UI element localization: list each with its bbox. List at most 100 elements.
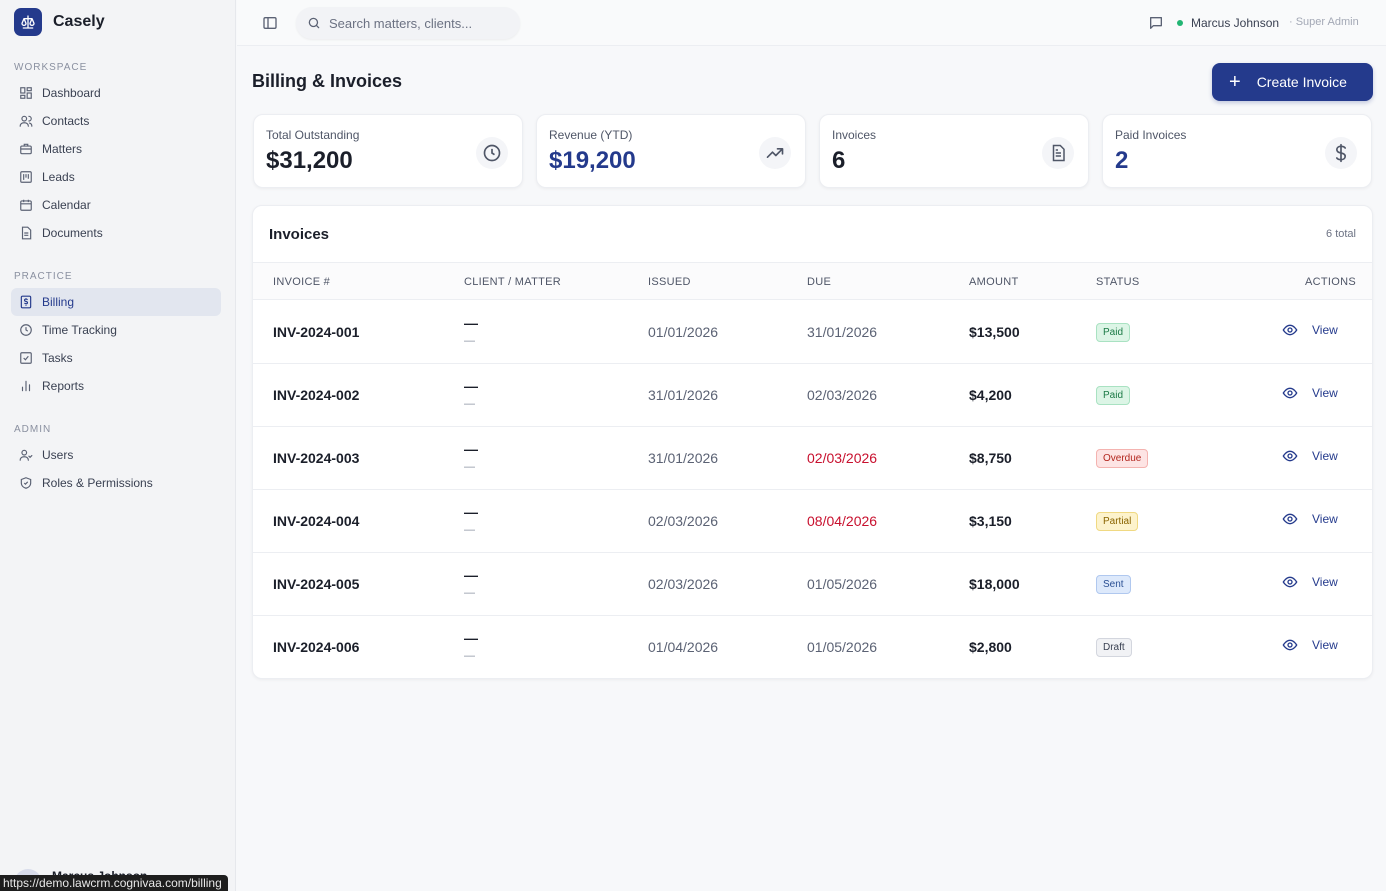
view-invoice-button[interactable]: View	[1282, 511, 1338, 527]
view-label: View	[1312, 323, 1338, 337]
sidebar-item-label: Dashboard	[42, 86, 101, 100]
table-row[interactable]: INV-2024-006 — — 01/04/2026 01/05/2026 $2,800…	[253, 616, 1372, 678]
nav-section-practice: PRACTICE	[14, 271, 73, 282]
column-header-issued[interactable]: ISSUED	[648, 276, 691, 288]
clock-icon	[476, 137, 508, 169]
matter-name: —	[464, 650, 475, 662]
invoice-amount: $13,500	[969, 324, 1020, 340]
search-input[interactable]	[329, 15, 509, 31]
issued-date: 02/03/2026	[648, 513, 719, 529]
sidebar-item-calendar[interactable]: Calendar	[11, 191, 221, 219]
stat-label: Total Outstanding	[266, 128, 360, 142]
column-header-due[interactable]: DUE	[807, 276, 832, 288]
view-label: View	[1312, 575, 1338, 589]
stat-card-total-outstanding: Total Outstanding $31,200	[253, 114, 523, 188]
invoice-number[interactable]: INV-2024-001	[273, 324, 360, 340]
client-name: —	[464, 504, 478, 520]
sidebar-item-leads[interactable]: Leads	[11, 163, 221, 191]
view-invoice-button[interactable]: View	[1282, 322, 1338, 338]
issued-date: 01/01/2026	[648, 324, 719, 340]
view-label: View	[1312, 386, 1338, 400]
issued-date: 31/01/2026	[648, 450, 719, 466]
roles-and-permissions-icon	[18, 475, 34, 491]
chat-icon[interactable]	[1148, 15, 1164, 36]
issued-date: 01/04/2026	[648, 639, 719, 655]
column-header-client[interactable]: CLIENT / MATTER	[464, 276, 561, 288]
dashboard-icon	[18, 85, 34, 101]
status-badge: Paid	[1096, 323, 1131, 342]
sidebar-item-tasks[interactable]: Tasks	[11, 344, 221, 372]
view-invoice-button[interactable]: View	[1282, 448, 1338, 464]
sidebar-toggle-icon[interactable]	[262, 15, 278, 36]
invoices-count: 6 total	[1326, 228, 1356, 240]
nav-section-admin: ADMIN	[14, 424, 52, 435]
view-label: View	[1312, 638, 1338, 652]
column-header-status[interactable]: STATUS	[1096, 276, 1140, 288]
sidebar-item-label: Matters	[42, 142, 83, 156]
brand[interactable]: Casely	[0, 0, 235, 44]
client-name: —	[464, 315, 478, 331]
reports-icon	[18, 378, 34, 394]
column-header-invoice[interactable]: INVOICE #	[273, 276, 331, 288]
contacts-icon	[18, 113, 34, 129]
nav-section-workspace: WORKSPACE	[14, 62, 88, 73]
search-icon	[307, 16, 321, 30]
column-header-amount[interactable]: AMOUNT	[969, 276, 1019, 288]
search-box[interactable]	[296, 7, 520, 39]
status-bar-url: https://demo.lawcrm.cognivaa.com/billing	[0, 875, 228, 891]
view-invoice-button[interactable]: View	[1282, 385, 1338, 401]
sidebar-item-documents[interactable]: Documents	[11, 219, 221, 247]
invoice-amount: $2,800	[969, 639, 1012, 655]
sidebar-item-roles-and-permissions[interactable]: Roles & Permissions	[11, 469, 221, 497]
invoice-amount: $4,200	[969, 387, 1012, 403]
sidebar-item-label: Calendar	[42, 198, 91, 212]
table-row[interactable]: INV-2024-004 — — 02/03/2026 08/04/2026 $3,150…	[253, 490, 1372, 553]
table-row[interactable]: INV-2024-003 — — 31/01/2026 02/03/2026 $8,750…	[253, 427, 1372, 490]
sidebar-item-reports[interactable]: Reports	[11, 372, 221, 400]
sidebar-item-label: Roles & Permissions	[42, 476, 153, 490]
invoices-title: Invoices	[269, 226, 330, 243]
sidebar-item-label: Tasks	[42, 351, 73, 365]
sidebar-item-time-tracking[interactable]: Time Tracking	[11, 316, 221, 344]
view-invoice-button[interactable]: View	[1282, 637, 1338, 653]
sidebar-item-contacts[interactable]: Contacts	[11, 107, 221, 135]
sidebar-item-users[interactable]: Users	[11, 441, 221, 469]
plus-icon: +	[1229, 71, 1241, 93]
invoice-number[interactable]: INV-2024-005	[273, 576, 360, 592]
table-row[interactable]: INV-2024-002 — — 31/01/2026 02/03/2026 $4,200…	[253, 364, 1372, 427]
eye-icon	[1282, 639, 1298, 651]
create-invoice-label: Create Invoice	[1256, 74, 1347, 90]
table-row[interactable]: INV-2024-001 — — 01/01/2026 31/01/2026 $13,50…	[253, 301, 1372, 364]
topbar: Marcus Johnson · Super Admin	[237, 0, 1386, 46]
sidebar-item-label: Leads	[42, 170, 75, 184]
matter-name: —	[464, 335, 475, 347]
table-row[interactable]: INV-2024-005 — — 02/03/2026 01/05/2026 $18,00…	[253, 553, 1372, 616]
invoice-amount: $8,750	[969, 450, 1012, 466]
client-name: —	[464, 630, 478, 646]
invoice-number[interactable]: INV-2024-003	[273, 450, 360, 466]
sidebar-item-dashboard[interactable]: Dashboard	[11, 79, 221, 107]
invoice-number[interactable]: INV-2024-002	[273, 387, 360, 403]
stat-card-revenue-ytd: Revenue (YTD) $19,200	[536, 114, 806, 188]
issued-date: 31/01/2026	[648, 387, 719, 403]
matters-icon	[18, 141, 34, 157]
document-icon	[1042, 137, 1074, 169]
invoice-number[interactable]: INV-2024-006	[273, 639, 360, 655]
client-name: —	[464, 441, 478, 457]
invoice-amount: $18,000	[969, 576, 1020, 592]
sidebar-item-billing[interactable]: Billing	[11, 288, 221, 316]
page-title: Billing & Invoices	[252, 71, 403, 91]
eye-icon	[1282, 576, 1298, 588]
create-invoice-button[interactable]: + Create Invoice	[1212, 63, 1373, 101]
due-date: 08/04/2026	[807, 513, 878, 529]
sidebar-item-label: Time Tracking	[42, 323, 117, 337]
topbar-user-role: · Super Admin	[1289, 16, 1359, 28]
stat-label: Paid Invoices	[1115, 128, 1187, 142]
view-invoice-button[interactable]: View	[1282, 574, 1338, 590]
invoice-number[interactable]: INV-2024-004	[273, 513, 360, 529]
topbar-user-name[interactable]: Marcus Johnson	[1191, 16, 1280, 30]
issued-date: 02/03/2026	[648, 576, 719, 592]
sidebar-item-matters[interactable]: Matters	[11, 135, 221, 163]
matter-name: —	[464, 461, 475, 473]
sidebar: Casely WORKSPACE Dashboard Contacts Matters…	[0, 0, 236, 891]
